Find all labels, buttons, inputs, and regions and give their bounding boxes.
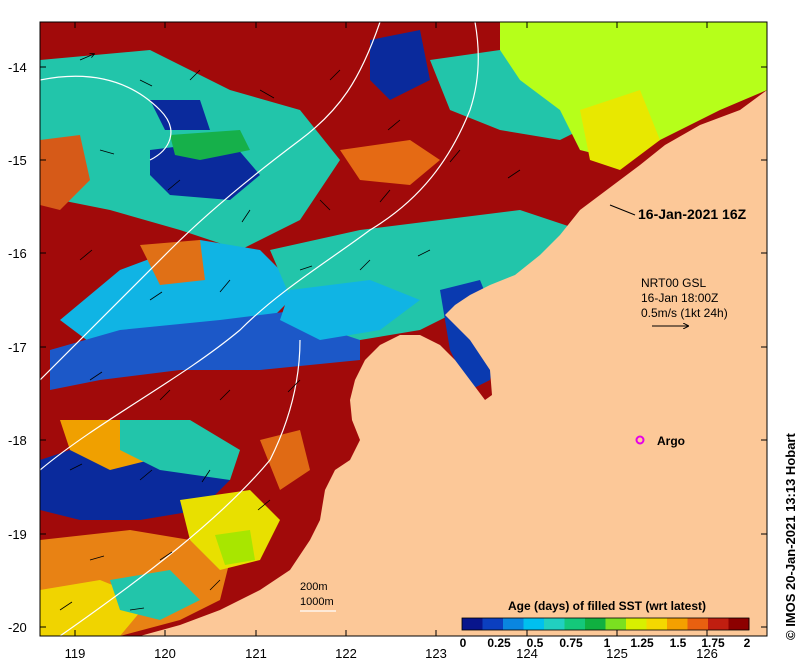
colorbar-tick: 0.75 (559, 636, 583, 650)
teal-patch-south (110, 570, 200, 620)
colorbar-frame (461, 617, 750, 631)
lon-label: 122 (335, 646, 357, 661)
colorbar: Age (days) of filled SST (wrt latest) 0 … (460, 599, 751, 650)
timestamp-label: 16-Jan-2021 16Z (638, 206, 747, 222)
lon-label: 124 (516, 646, 538, 661)
blue-band-mid (50, 310, 360, 390)
teal-region-sw (120, 420, 240, 480)
current-legend-line3: 0.5m/s (1kt 24h) (641, 306, 728, 320)
orange-patch-west (40, 135, 90, 210)
contour-label-200m: 200m (300, 581, 328, 593)
plot-frame (39, 21, 768, 637)
argo-float-icon (635, 435, 645, 445)
colorbar-swatch (605, 618, 627, 630)
colorbar-swatch (585, 618, 606, 630)
lat-label: -17 (8, 340, 27, 355)
current-legend-line1: NRT00 GSL (641, 276, 706, 290)
yellow-patch-sc (180, 490, 280, 570)
teal-region-ne (430, 50, 600, 140)
colorbar-swatch (462, 618, 483, 630)
yellow-patch-ne (580, 90, 660, 170)
colorbar-swatch (626, 618, 647, 630)
colorbar-swatch (482, 618, 504, 630)
colorbar-swatch (687, 618, 709, 630)
colorbar-tick: 1 (604, 636, 611, 650)
colorbar-swatches (462, 618, 750, 630)
imos-credit: © IMOS 20-Jan-2021 13:13 Hobart (783, 433, 798, 640)
colorbar-tick: 0.5 (527, 636, 544, 650)
current-vectors (59, 54, 521, 611)
orange-patch-coast (260, 430, 310, 490)
colorbar-swatch (728, 618, 750, 630)
timestamp-leader-line (609, 204, 636, 216)
colorbar-tick: 0 (460, 636, 467, 650)
blue-patch-nw (150, 100, 210, 130)
lon-label: 125 (606, 646, 628, 661)
lat-label: -14 (8, 60, 27, 75)
lon-label: 121 (245, 646, 267, 661)
colorbar-swatch (523, 618, 545, 630)
latitude-axis: -14 -15 -16 -17 -18 -19 -20 (8, 60, 767, 635)
colorbar-tick: 1.75 (701, 636, 725, 650)
argo-label: Argo (657, 434, 685, 448)
lon-label: 126 (696, 646, 718, 661)
sst-field (40, 22, 767, 636)
lime-region-ne (500, 22, 767, 160)
contour-shelf-nw (40, 75, 172, 161)
lat-label: -18 (8, 433, 27, 448)
contour-coastal (59, 339, 301, 636)
colorbar-swatch (544, 618, 565, 630)
orange-patch-mid (140, 240, 205, 285)
contour-1000m (40, 22, 381, 381)
lat-label: -15 (8, 153, 27, 168)
lat-label: -20 (8, 620, 27, 635)
cyan-patch-east (280, 280, 420, 340)
colorbar-swatch (564, 618, 586, 630)
lon-label: 123 (425, 646, 447, 661)
colorbar-swatch (708, 618, 729, 630)
contour-legend: 200m 1000m (300, 581, 336, 612)
colorbar-tick: 0.25 (487, 636, 511, 650)
colorbar-tick: 1.25 (630, 636, 654, 650)
bathymetry-contours (40, 22, 479, 636)
contour-label-1000m: 1000m (300, 596, 334, 608)
colorbar-swatch (503, 618, 524, 630)
lon-label: 119 (65, 646, 86, 661)
colorbar-swatch (646, 618, 668, 630)
lat-label: -19 (8, 527, 27, 542)
australia-landmass (140, 90, 767, 636)
longitude-axis: 119 120 121 122 123 124 125 126 (65, 22, 718, 661)
orange-patch-north (340, 140, 440, 185)
lat-label: -16 (8, 246, 27, 261)
green-patch (170, 130, 250, 160)
contour-200m (40, 22, 479, 471)
colorbar-swatch (667, 618, 688, 630)
lon-label: 120 (154, 646, 176, 661)
lime-patch-sc (215, 530, 255, 565)
colorbar-title: Age (days) of filled SST (wrt latest) (508, 599, 706, 613)
current-legend-line2: 16-Jan 18:00Z (641, 291, 718, 305)
argo-marker: Argo (635, 434, 685, 448)
colorbar-tick: 1.5 (670, 636, 687, 650)
blue-patch-ne (370, 30, 430, 100)
current-legend: NRT00 GSL 16-Jan 18:00Z 0.5m/s (1kt 24h) (641, 276, 728, 326)
colorbar-tick: 2 (744, 636, 751, 650)
